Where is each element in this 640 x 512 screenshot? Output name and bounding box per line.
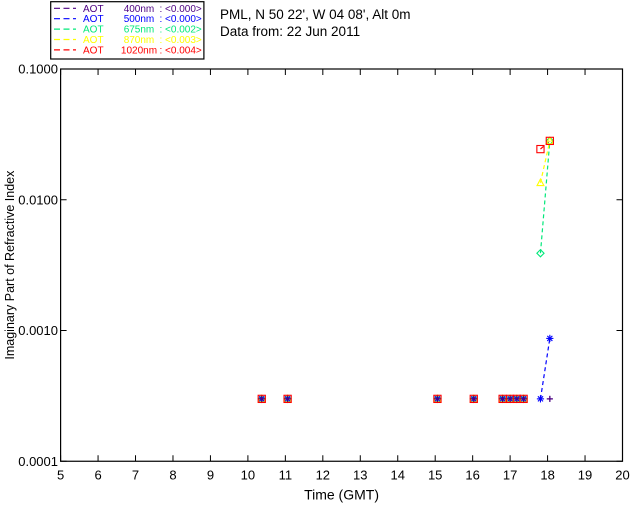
svg-text:15: 15 bbox=[428, 467, 442, 482]
svg-text:0.1000: 0.1000 bbox=[18, 62, 58, 77]
svg-text:8: 8 bbox=[169, 467, 176, 482]
svg-text:Imaginary Part of Refractive I: Imaginary Part of Refractive Index bbox=[3, 170, 17, 360]
svg-text:6: 6 bbox=[94, 467, 101, 482]
svg-text:0.0001: 0.0001 bbox=[18, 454, 58, 469]
svg-text:18: 18 bbox=[540, 467, 554, 482]
svg-text:0.0010: 0.0010 bbox=[18, 323, 58, 338]
svg-text:13: 13 bbox=[353, 467, 367, 482]
svg-text:17: 17 bbox=[503, 467, 517, 482]
svg-text:Data from: 22 Jun 2011: Data from: 22 Jun 2011 bbox=[220, 24, 360, 39]
svg-text:19: 19 bbox=[578, 467, 592, 482]
svg-text:Time (GMT): Time (GMT) bbox=[304, 486, 379, 502]
svg-text:5: 5 bbox=[57, 467, 64, 482]
svg-text:10: 10 bbox=[241, 467, 255, 482]
svg-text:12: 12 bbox=[316, 467, 330, 482]
svg-text:11: 11 bbox=[279, 467, 293, 482]
svg-text:14: 14 bbox=[391, 467, 405, 482]
svg-text:9: 9 bbox=[207, 467, 214, 482]
svg-text:7: 7 bbox=[132, 467, 139, 482]
svg-text:16: 16 bbox=[465, 467, 479, 482]
svg-text:20: 20 bbox=[615, 467, 629, 482]
svg-text:0.0100: 0.0100 bbox=[18, 192, 58, 207]
svg-text:PML, N 50 22', W 04 08', Alt 0: PML, N 50 22', W 04 08', Alt 0m bbox=[220, 7, 411, 22]
